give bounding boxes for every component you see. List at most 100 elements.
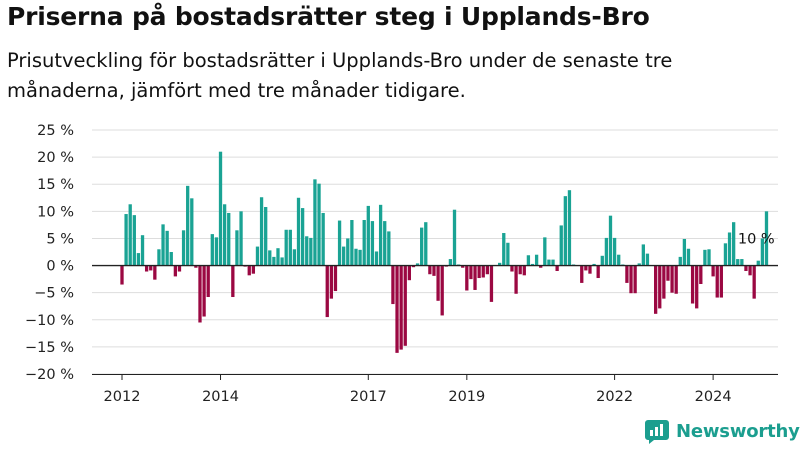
bar <box>658 265 662 309</box>
bar <box>309 237 313 266</box>
bar <box>580 265 584 283</box>
bar <box>378 204 383 266</box>
bar <box>333 265 338 292</box>
bar <box>666 265 670 281</box>
y-tick-label: 0 % <box>46 259 74 275</box>
bar <box>198 265 202 323</box>
bar <box>317 183 321 266</box>
bar <box>440 265 444 316</box>
bar <box>596 265 600 279</box>
bar <box>420 227 424 266</box>
latest-value-label: 10 % <box>738 232 775 248</box>
bar <box>186 185 190 266</box>
bar <box>329 265 334 299</box>
bar <box>740 259 744 266</box>
bar <box>395 265 399 353</box>
bar <box>255 246 260 266</box>
bar <box>662 265 666 299</box>
bar <box>530 263 535 266</box>
x-tick-label: 2019 <box>448 389 485 405</box>
bar <box>588 265 592 274</box>
bar <box>600 255 604 266</box>
bar <box>477 265 481 279</box>
bar <box>469 265 473 280</box>
bar <box>563 196 567 266</box>
chart-title: Priserna på bostadsrätter steg i Uppland… <box>7 2 650 31</box>
bar <box>522 265 526 276</box>
bar <box>235 230 239 266</box>
x-tick-label: 2022 <box>596 389 633 405</box>
bar <box>534 254 539 266</box>
bar <box>764 211 769 266</box>
bar <box>756 260 760 266</box>
bar <box>403 265 407 346</box>
bar <box>136 253 141 266</box>
bar <box>719 265 723 298</box>
bar <box>272 256 276 266</box>
bars <box>120 151 769 353</box>
bar <box>346 238 350 266</box>
bar <box>584 265 588 271</box>
bar <box>321 212 325 266</box>
x-tick-label: 2017 <box>350 389 387 405</box>
bar <box>210 234 214 266</box>
bar <box>411 265 416 268</box>
bar <box>690 265 695 304</box>
bar <box>715 265 719 298</box>
bar <box>296 197 301 266</box>
bar <box>387 231 391 266</box>
bar <box>428 265 432 275</box>
bar <box>165 230 169 266</box>
bar <box>461 265 465 268</box>
bar <box>214 237 219 266</box>
bar <box>539 265 543 268</box>
bar <box>559 225 563 266</box>
bar <box>465 265 469 291</box>
bar <box>149 265 153 271</box>
bar <box>239 211 243 266</box>
bar <box>518 265 522 275</box>
bar <box>132 215 136 266</box>
bar <box>222 204 227 266</box>
bar <box>284 229 288 266</box>
bar <box>202 265 206 317</box>
y-tick-label: −10 % <box>25 313 74 329</box>
bar <box>231 265 235 298</box>
y-tick-label: 5 % <box>46 231 74 247</box>
x-tick-label: 2012 <box>104 389 141 405</box>
bar <box>280 257 284 266</box>
bar <box>268 250 272 266</box>
x-tick-label: 2014 <box>202 389 239 405</box>
bar <box>190 198 194 266</box>
bar <box>169 252 173 266</box>
bar <box>551 259 555 266</box>
bar <box>641 244 645 266</box>
bar <box>247 265 251 276</box>
bar <box>723 243 728 266</box>
bar <box>489 265 494 302</box>
bar <box>354 248 358 266</box>
bar <box>161 224 165 266</box>
bar <box>399 265 403 350</box>
bar <box>612 237 617 266</box>
grid-lines <box>92 129 778 375</box>
bar <box>350 220 354 266</box>
bar <box>625 265 629 283</box>
bar <box>727 232 732 266</box>
bar <box>227 212 231 266</box>
bar <box>153 265 157 280</box>
axes <box>92 264 778 380</box>
bar <box>264 207 268 266</box>
bar <box>337 220 342 266</box>
bar <box>362 220 366 266</box>
bar <box>678 256 682 266</box>
bar <box>206 265 210 298</box>
bar <box>498 262 502 266</box>
bar <box>374 251 379 266</box>
bar <box>391 265 395 305</box>
bar <box>510 265 514 272</box>
y-tick-label: 15 % <box>37 177 74 193</box>
bar <box>703 249 707 266</box>
bar <box>760 238 765 266</box>
newsworthy-logo-icon <box>645 420 669 444</box>
